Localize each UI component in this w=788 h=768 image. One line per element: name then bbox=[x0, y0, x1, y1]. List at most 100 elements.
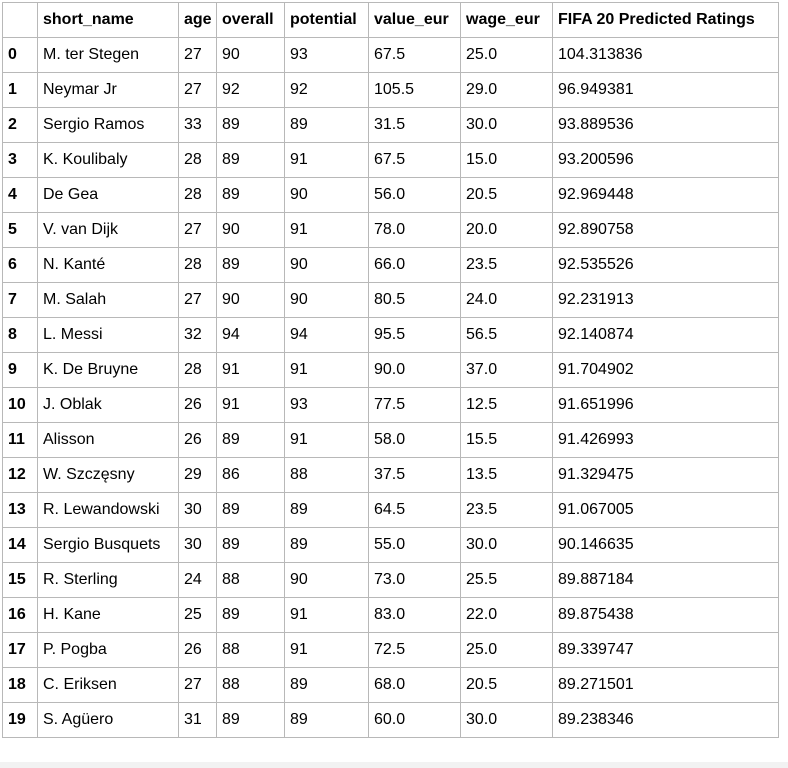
table-row: 10 J. Oblak 26 91 93 77.5 12.5 91.651996 bbox=[2, 387, 779, 423]
cell-age: 27 bbox=[178, 72, 217, 108]
row-index: 8 bbox=[2, 317, 38, 353]
row-index: 0 bbox=[2, 37, 38, 73]
cell-wage-eur: 13.5 bbox=[460, 457, 553, 493]
cell-short-name: V. van Dijk bbox=[37, 212, 179, 248]
cell-predicted-rating: 91.329475 bbox=[552, 457, 779, 493]
cell-age: 33 bbox=[178, 107, 217, 143]
cell-predicted-rating: 104.313836 bbox=[552, 37, 779, 73]
row-index: 19 bbox=[2, 702, 38, 738]
table-row: 12 W. Szczęsny 29 86 88 37.5 13.5 91.329475 bbox=[2, 457, 779, 493]
column-header-value-eur: value_eur bbox=[368, 2, 461, 38]
cell-potential: 89 bbox=[284, 527, 369, 563]
cell-overall: 90 bbox=[216, 212, 285, 248]
cell-value-eur: 95.5 bbox=[368, 317, 461, 353]
cell-overall: 89 bbox=[216, 177, 285, 213]
cell-value-eur: 31.5 bbox=[368, 107, 461, 143]
cell-overall: 89 bbox=[216, 527, 285, 563]
cell-predicted-rating: 93.200596 bbox=[552, 142, 779, 178]
cell-age: 28 bbox=[178, 177, 217, 213]
row-index: 18 bbox=[2, 667, 38, 703]
cell-short-name: W. Szczęsny bbox=[37, 457, 179, 493]
cell-predicted-rating: 91.704902 bbox=[552, 352, 779, 388]
row-index: 6 bbox=[2, 247, 38, 283]
row-index: 7 bbox=[2, 282, 38, 318]
cell-short-name: L. Messi bbox=[37, 317, 179, 353]
table-header: short_name age overall potential value_e… bbox=[2, 2, 779, 38]
cell-overall: 88 bbox=[216, 632, 285, 668]
cell-potential: 91 bbox=[284, 142, 369, 178]
cell-potential: 91 bbox=[284, 352, 369, 388]
cell-wage-eur: 20.5 bbox=[460, 667, 553, 703]
row-index: 13 bbox=[2, 492, 38, 528]
cell-overall: 94 bbox=[216, 317, 285, 353]
column-header-overall: overall bbox=[216, 2, 285, 38]
cell-wage-eur: 56.5 bbox=[460, 317, 553, 353]
table-row: 9 K. De Bruyne 28 91 91 90.0 37.0 91.704902 bbox=[2, 352, 779, 388]
row-index: 11 bbox=[2, 422, 38, 458]
cell-value-eur: 67.5 bbox=[368, 37, 461, 73]
cell-potential: 90 bbox=[284, 247, 369, 283]
cell-predicted-rating: 89.271501 bbox=[552, 667, 779, 703]
cell-short-name: Sergio Busquets bbox=[37, 527, 179, 563]
cell-predicted-rating: 92.535526 bbox=[552, 247, 779, 283]
column-header-age: age bbox=[178, 2, 217, 38]
row-index: 16 bbox=[2, 597, 38, 633]
cell-overall: 89 bbox=[216, 597, 285, 633]
row-index: 10 bbox=[2, 387, 38, 423]
cell-value-eur: 77.5 bbox=[368, 387, 461, 423]
cell-age: 30 bbox=[178, 492, 217, 528]
cell-overall: 89 bbox=[216, 422, 285, 458]
cell-value-eur: 80.5 bbox=[368, 282, 461, 318]
cell-potential: 90 bbox=[284, 282, 369, 318]
cell-value-eur: 37.5 bbox=[368, 457, 461, 493]
row-index: 14 bbox=[2, 527, 38, 563]
cell-age: 30 bbox=[178, 527, 217, 563]
cell-value-eur: 83.0 bbox=[368, 597, 461, 633]
table-row: 18 C. Eriksen 27 88 89 68.0 20.5 89.271501 bbox=[2, 667, 779, 703]
cell-short-name: M. ter Stegen bbox=[37, 37, 179, 73]
cell-age: 24 bbox=[178, 562, 217, 598]
cell-predicted-rating: 92.969448 bbox=[552, 177, 779, 213]
cell-potential: 90 bbox=[284, 177, 369, 213]
cell-overall: 88 bbox=[216, 667, 285, 703]
cell-short-name: De Gea bbox=[37, 177, 179, 213]
cell-age: 26 bbox=[178, 387, 217, 423]
cell-predicted-rating: 89.339747 bbox=[552, 632, 779, 668]
cell-value-eur: 78.0 bbox=[368, 212, 461, 248]
cell-wage-eur: 30.0 bbox=[460, 527, 553, 563]
cell-potential: 92 bbox=[284, 72, 369, 108]
cell-value-eur: 55.0 bbox=[368, 527, 461, 563]
cell-overall: 92 bbox=[216, 72, 285, 108]
cell-age: 29 bbox=[178, 457, 217, 493]
row-index: 12 bbox=[2, 457, 38, 493]
cell-value-eur: 105.5 bbox=[368, 72, 461, 108]
cell-potential: 93 bbox=[284, 37, 369, 73]
cell-predicted-rating: 92.890758 bbox=[552, 212, 779, 248]
table-row: 5 V. van Dijk 27 90 91 78.0 20.0 92.890758 bbox=[2, 212, 779, 248]
table-row: 4 De Gea 28 89 90 56.0 20.5 92.969448 bbox=[2, 177, 779, 213]
cell-age: 25 bbox=[178, 597, 217, 633]
table-row: 0 M. ter Stegen 27 90 93 67.5 25.0 104.313836 bbox=[2, 37, 779, 73]
cell-age: 31 bbox=[178, 702, 217, 738]
cell-predicted-rating: 91.067005 bbox=[552, 492, 779, 528]
cell-age: 27 bbox=[178, 212, 217, 248]
index-header bbox=[2, 2, 38, 38]
cell-overall: 90 bbox=[216, 37, 285, 73]
cell-wage-eur: 20.5 bbox=[460, 177, 553, 213]
cell-value-eur: 68.0 bbox=[368, 667, 461, 703]
cell-overall: 89 bbox=[216, 247, 285, 283]
cell-predicted-rating: 91.651996 bbox=[552, 387, 779, 423]
cell-potential: 91 bbox=[284, 422, 369, 458]
cell-wage-eur: 20.0 bbox=[460, 212, 553, 248]
cell-wage-eur: 22.0 bbox=[460, 597, 553, 633]
cell-wage-eur: 25.0 bbox=[460, 632, 553, 668]
table-row: 16 H. Kane 25 89 91 83.0 22.0 89.875438 bbox=[2, 597, 779, 633]
cell-potential: 90 bbox=[284, 562, 369, 598]
table-row: 13 R. Lewandowski 30 89 89 64.5 23.5 91.067005 bbox=[2, 492, 779, 528]
cell-wage-eur: 24.0 bbox=[460, 282, 553, 318]
row-index: 15 bbox=[2, 562, 38, 598]
cell-overall: 89 bbox=[216, 142, 285, 178]
header-row: short_name age overall potential value_e… bbox=[2, 2, 779, 38]
cell-short-name: C. Eriksen bbox=[37, 667, 179, 703]
cell-potential: 91 bbox=[284, 212, 369, 248]
